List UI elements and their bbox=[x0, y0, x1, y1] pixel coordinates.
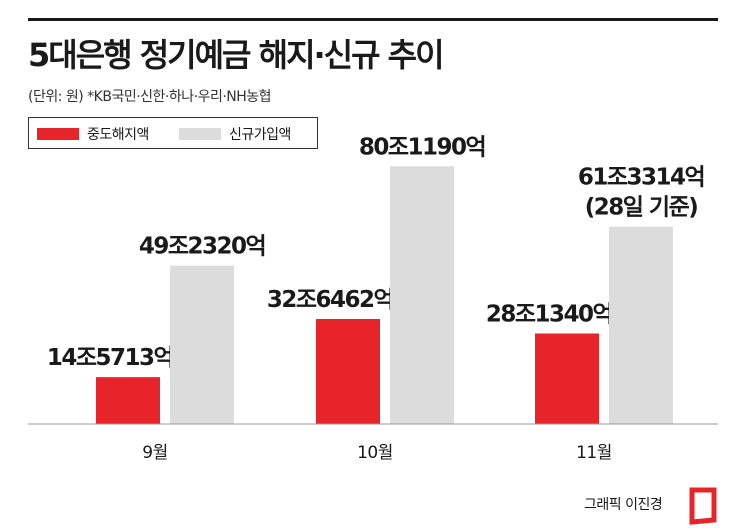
legend-swatch-early-termination bbox=[37, 128, 79, 140]
x-tick-label-1: 9월 bbox=[142, 443, 167, 463]
legend-item-early-termination: 중도해지액 bbox=[37, 125, 149, 143]
chart-title: 5대은행 정기예금 해지·신규 추이 bbox=[28, 36, 445, 74]
legend-swatch-new-subscription bbox=[179, 128, 221, 140]
data-label-new-subscription-3-line2: (28일 기준) bbox=[585, 195, 698, 221]
data-label-new-subscription-2: 80조1190억 bbox=[359, 134, 485, 160]
data-label-new-subscription-3-line1: 61조3314억 bbox=[578, 165, 704, 191]
data-label-early-termination-1: 14조5713억 bbox=[47, 345, 173, 371]
newspaper-logo-icon bbox=[689, 487, 717, 525]
bar-early-termination-2 bbox=[316, 318, 380, 424]
legend-label-new-subscription: 신규가입액 bbox=[229, 127, 291, 143]
legend-item-new-subscription: 신규가입액 bbox=[179, 125, 291, 143]
graphic-credit: 그래픽 이진경 bbox=[584, 497, 663, 513]
data-label-early-termination-2: 32조6462억 bbox=[267, 287, 393, 313]
bar-new-subscription-1 bbox=[170, 265, 234, 424]
legend: 중도해지액 신규가입액 bbox=[28, 117, 318, 149]
bar-early-termination-1 bbox=[96, 377, 160, 424]
chart-subtitle: (단위: 원) *KB국민·신한·하나·우리·NH농협 bbox=[28, 89, 272, 105]
bar-new-subscription-2 bbox=[390, 166, 454, 424]
bar-new-subscription-3 bbox=[609, 226, 673, 424]
top-rule bbox=[28, 18, 718, 21]
data-label-early-termination-3: 28조1340억 bbox=[486, 301, 612, 327]
data-label-new-subscription-1: 49조2320억 bbox=[139, 234, 265, 260]
x-tick-label-2: 10월 bbox=[357, 443, 393, 463]
bar-early-termination-3 bbox=[535, 333, 599, 424]
x-tick-label-3: 11월 bbox=[576, 443, 612, 463]
legend-label-early-termination: 중도해지액 bbox=[87, 127, 149, 143]
